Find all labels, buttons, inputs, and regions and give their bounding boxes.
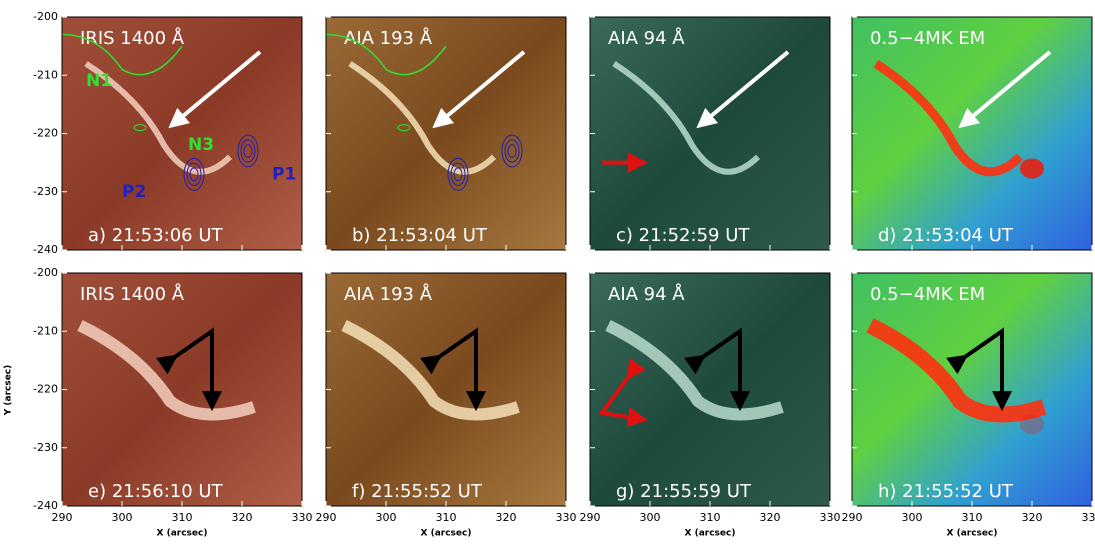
panel: AIA 193 Å f) 21:55:52 UT 290 300 310 320 330 X …: [316, 273, 577, 539]
x-tick-label: 330: [1082, 511, 1095, 524]
x-tick-label: 300: [902, 511, 923, 524]
em-region: [1020, 414, 1044, 434]
instrument-label: AIA 193 Å: [344, 283, 433, 305]
em-region: [1020, 158, 1044, 178]
panel: IRIS 1400 Å e) 21:56:10 UT 290 300 310 320 330…: [33, 266, 312, 539]
panel-image: [852, 273, 1092, 506]
x-tick-label: 330: [556, 511, 577, 524]
y-tick-label: -230: [33, 441, 58, 454]
y-tick-label: -220: [33, 383, 58, 396]
x-tick-label: 300: [112, 511, 133, 524]
time-label: h) 21:55:52 UT: [878, 481, 1014, 502]
time-label: b) 21:53:04 UT: [352, 225, 488, 246]
panel: AIA 94 Å g) 21:55:59 UT 290 300 310 320 330 X (…: [580, 273, 841, 539]
x-tick-label: 300: [376, 511, 397, 524]
footpoint-label: N1: [86, 71, 112, 91]
panel-image: [590, 17, 830, 250]
footpoint-label: P1: [272, 164, 296, 184]
panel: AIA 193 Å b) 21:53:04 UT: [326, 17, 566, 250]
time-label: d) 21:53:04 UT: [878, 225, 1014, 246]
time-label: a) 21:53:06 UT: [88, 225, 224, 246]
x-tick-label: 330: [820, 511, 841, 524]
instrument-label: AIA 94 Å: [608, 283, 685, 305]
y-tick-label: -240: [33, 499, 58, 512]
panel-image: [326, 17, 566, 250]
panel: IRIS 1400 Å a) 21:53:06 UT -200 -210 -220 -23…: [33, 10, 302, 256]
x-tick-label: 290: [316, 511, 337, 524]
x-tick-label: 310: [436, 511, 457, 524]
y-tick-label: -210: [33, 324, 58, 337]
y-tick-label: -220: [33, 127, 58, 140]
y-tick-label: -230: [33, 185, 58, 198]
panel: 0.5−4MK EM d) 21:53:04 UT: [852, 17, 1092, 250]
instrument-label: 0.5−4MK EM: [870, 284, 985, 305]
panel-image: [852, 17, 1092, 250]
instrument-label: IRIS 1400 Å: [80, 283, 185, 305]
panel-image: [62, 273, 302, 506]
panel-image: [326, 273, 566, 506]
y-tick-label: -200: [33, 10, 58, 23]
instrument-label: AIA 94 Å: [608, 27, 685, 49]
instrument-label: 0.5−4MK EM: [870, 28, 985, 49]
instrument-label: AIA 193 Å: [344, 27, 433, 49]
panel: 0.5−4MK EM h) 21:55:52 UT 290 300 310 320 330 X…: [842, 273, 1095, 539]
instrument-label: IRIS 1400 Å: [80, 27, 185, 49]
x-tick-label: 310: [962, 511, 983, 524]
x-tick-label: 320: [760, 511, 781, 524]
x-tick-label: 320: [232, 511, 253, 524]
panel-image: [590, 273, 830, 506]
x-tick-label: 310: [700, 511, 721, 524]
footpoint-label: P2: [122, 182, 146, 202]
time-label: e) 21:56:10 UT: [88, 481, 224, 502]
x-tick-label: 290: [842, 511, 863, 524]
x-tick-label: 320: [496, 511, 517, 524]
y-tick-label: -240: [33, 243, 58, 256]
y-tick-label: -200: [33, 266, 58, 279]
y-tick-label: -210: [33, 68, 58, 81]
x-axis-label: X (arcsec): [947, 529, 998, 539]
panel: AIA 94 Å c) 21:52:59 UT: [590, 17, 830, 250]
time-label: f) 21:55:52 UT: [352, 481, 483, 502]
panel-image: [62, 17, 302, 250]
x-axis-label: X (arcsec): [421, 529, 472, 539]
x-tick-label: 290: [580, 511, 601, 524]
x-tick-label: 290: [52, 511, 73, 524]
footpoint-label: N3: [188, 135, 214, 155]
x-tick-label: 330: [292, 511, 313, 524]
figure: IRIS 1400 Å a) 21:53:06 UT -200 -210 -220 -23…: [0, 0, 1095, 548]
x-tick-label: 300: [640, 511, 661, 524]
x-axis-label: X (arcsec): [685, 529, 736, 539]
time-label: c) 21:52:59 UT: [616, 225, 750, 246]
time-label: g) 21:55:59 UT: [616, 481, 752, 502]
x-axis-label: X (arcsec): [157, 529, 208, 539]
x-tick-label: 320: [1022, 511, 1043, 524]
y-axis-label: Y (arcsec): [4, 365, 14, 417]
x-tick-label: 310: [172, 511, 193, 524]
